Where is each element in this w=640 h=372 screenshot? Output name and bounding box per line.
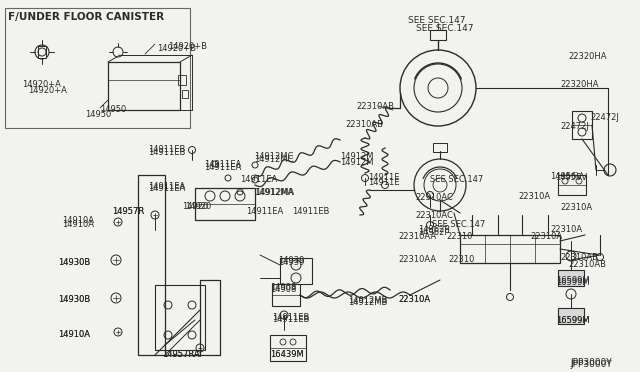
Text: 14908: 14908 (270, 283, 296, 292)
Text: SEE SEC.147: SEE SEC.147 (416, 24, 474, 33)
Text: 22310A: 22310A (530, 232, 562, 241)
Text: 14911EB: 14911EB (148, 148, 186, 157)
Text: 14910A: 14910A (58, 330, 90, 339)
Text: 14912M: 14912M (340, 152, 374, 161)
Bar (182, 90, 188, 98)
Text: 14910A: 14910A (62, 216, 94, 225)
Text: 14930B: 14930B (58, 295, 90, 304)
Text: 14920: 14920 (185, 202, 211, 211)
Text: 22310AB: 22310AB (560, 253, 598, 262)
Text: 22472J: 22472J (590, 113, 619, 122)
Text: 22310AC: 22310AC (415, 211, 453, 220)
Text: 14911E: 14911E (368, 178, 399, 187)
Bar (272, 284, 300, 306)
Text: 14962P: 14962P (418, 225, 449, 234)
Text: 14920+A: 14920+A (28, 86, 67, 95)
Bar (430, 30, 446, 40)
Text: F/UNDER FLOOR CANISTER: F/UNDER FLOOR CANISTER (8, 12, 164, 22)
Text: 14930B: 14930B (58, 258, 90, 267)
Text: 14911EB: 14911EB (148, 145, 186, 154)
Bar (195, 188, 255, 220)
Bar (5, 8, 190, 128)
Text: 22310AB: 22310AB (568, 260, 606, 269)
Text: 22310A: 22310A (398, 295, 430, 304)
Bar (280, 258, 312, 284)
Text: 14939: 14939 (278, 256, 305, 265)
Text: 14957RA: 14957RA (162, 350, 200, 359)
Text: 22310A: 22310A (398, 295, 430, 304)
Text: 14911EA: 14911EA (246, 207, 284, 216)
Text: 14911EA: 14911EA (204, 163, 241, 172)
Bar (558, 270, 584, 286)
Text: 14912MB: 14912MB (348, 296, 387, 305)
Text: 14911EA: 14911EA (240, 175, 277, 184)
Text: 14911EB: 14911EB (272, 315, 309, 324)
Bar (558, 175, 586, 195)
Text: 16439M: 16439M (270, 350, 304, 359)
Text: 22310AB: 22310AB (356, 102, 394, 111)
Text: 22310: 22310 (446, 232, 472, 241)
Text: 14912MA: 14912MA (255, 188, 294, 197)
Text: 14930B: 14930B (58, 295, 90, 304)
Text: 14911E: 14911E (368, 173, 399, 182)
Text: 16599M: 16599M (556, 316, 589, 325)
Text: 22310A: 22310A (560, 203, 592, 212)
Text: 14957R: 14957R (112, 207, 144, 216)
Bar (460, 235, 560, 263)
Text: 16599M: 16599M (556, 278, 589, 287)
Bar (178, 75, 186, 85)
Text: 14910A: 14910A (58, 330, 90, 339)
Text: 14939: 14939 (278, 258, 305, 267)
Text: 22310AC: 22310AC (415, 193, 453, 202)
Text: 14950: 14950 (85, 110, 111, 119)
Text: 22310AA: 22310AA (398, 255, 436, 264)
Text: 14930B: 14930B (58, 258, 90, 267)
Text: 14911EA: 14911EA (148, 184, 185, 193)
Text: 14950: 14950 (100, 105, 126, 114)
Text: 14956V: 14956V (550, 172, 582, 181)
Text: 14962P: 14962P (418, 228, 449, 237)
Text: SEE SEC.147: SEE SEC.147 (432, 220, 485, 229)
Text: 14920+B: 14920+B (157, 44, 196, 53)
Text: 14911EB: 14911EB (272, 313, 309, 322)
Text: 14920+B: 14920+B (168, 42, 207, 51)
Bar (270, 335, 306, 361)
Text: 14912MC: 14912MC (254, 155, 293, 164)
Text: 14957RA: 14957RA (162, 350, 200, 359)
Bar (572, 111, 592, 139)
Text: 14911EA: 14911EA (148, 182, 185, 191)
Bar (155, 285, 205, 350)
Text: 16599M: 16599M (556, 316, 589, 325)
Text: 14912MC: 14912MC (254, 152, 293, 161)
Bar (38, 46, 46, 58)
Text: 14912MB: 14912MB (348, 298, 387, 307)
Text: SEE SEC.147: SEE SEC.147 (408, 16, 465, 25)
Bar (108, 62, 180, 110)
Bar (433, 143, 447, 152)
Text: 16599M: 16599M (556, 276, 589, 285)
Text: 14957R: 14957R (112, 207, 144, 216)
Text: JPP3000Y: JPP3000Y (570, 358, 612, 367)
Text: 14920+A: 14920+A (22, 80, 61, 89)
Text: 14908: 14908 (270, 285, 296, 294)
Text: 22472J: 22472J (560, 122, 589, 131)
Text: 14911EA: 14911EA (204, 160, 241, 169)
Text: SEE SEC.147: SEE SEC.147 (430, 175, 483, 184)
Text: 14910A: 14910A (62, 220, 94, 229)
Text: 22320HA: 22320HA (568, 52, 607, 61)
Text: JPP3000Y: JPP3000Y (570, 360, 612, 369)
Text: 14920: 14920 (182, 202, 208, 211)
Text: 22310AA: 22310AA (398, 232, 436, 241)
Text: 22320HA: 22320HA (560, 80, 598, 89)
Bar (558, 308, 584, 324)
Text: 16439M: 16439M (270, 350, 304, 359)
Text: 22310: 22310 (448, 255, 474, 264)
Text: 22310AB: 22310AB (345, 120, 383, 129)
Text: 14912M: 14912M (340, 158, 374, 167)
Text: 14912MA: 14912MA (254, 188, 293, 197)
Text: 22310A: 22310A (550, 225, 582, 234)
Text: 14956V: 14956V (555, 173, 587, 182)
Text: 22310A: 22310A (518, 192, 550, 201)
Text: 14911EB: 14911EB (292, 207, 330, 216)
